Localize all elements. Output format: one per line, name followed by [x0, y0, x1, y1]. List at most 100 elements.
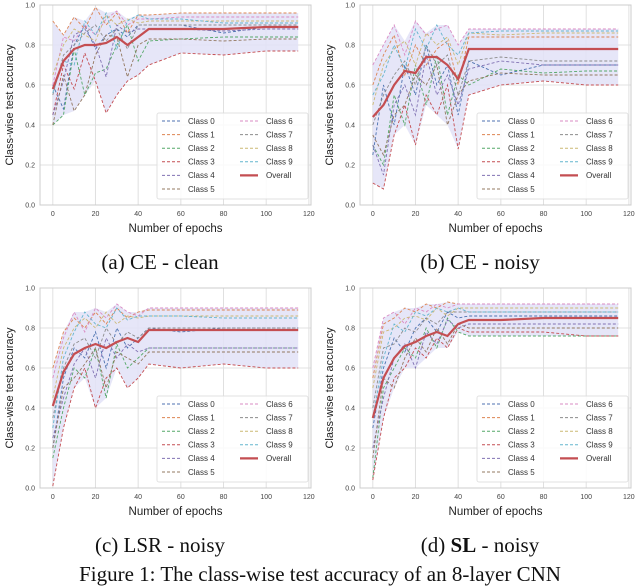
series-line-class-1 [372, 33, 619, 86]
legend-label: Class 9 [586, 158, 613, 167]
legend-label: Class 3 [188, 441, 215, 450]
series-line-class-2 [52, 23, 299, 126]
series-line-overall [371, 47, 619, 118]
series-line-class-7 [372, 311, 619, 409]
legend-label: Class 8 [586, 427, 613, 436]
series-line-class-9 [372, 23, 619, 96]
series-line-class-8 [372, 32, 619, 106]
caption-suffix: - noisy [476, 533, 540, 557]
legend-label: Class 0 [188, 117, 215, 126]
x-tick-label: 100 [580, 494, 592, 501]
axes-frame [359, 287, 632, 489]
series-line-class-8 [52, 311, 299, 399]
legend-label: Class 9 [586, 441, 613, 450]
series-line-class-0 [52, 23, 299, 111]
series-line-class-6 [372, 303, 619, 369]
x-tick-label: 100 [260, 494, 272, 501]
x-tick-label: 120 [623, 211, 635, 218]
x-tick-label: 40 [134, 494, 142, 501]
caption-bold: SL [450, 533, 477, 557]
legend-label: Class 3 [508, 158, 535, 167]
series-line-class-8 [372, 307, 619, 389]
legend-label: Class 5 [508, 185, 535, 194]
series-line-overall [51, 328, 299, 407]
legend-label: Class 5 [508, 468, 535, 477]
series-line-class-8 [52, 14, 299, 76]
series-line-class-0 [372, 311, 619, 429]
legend: Class 0 Class 1 Class 2 Class 3 Class 4 Class… [476, 112, 629, 200]
legend-label: Overall [266, 171, 292, 180]
subplot-a: 0.0 0.2 0.4 0.6 0.8 1.0 0 20 40 60 80 100 120 Class 0… [0, 0, 320, 283]
figure-caption: Figure 1: The class-wise test accuracy o… [79, 562, 561, 586]
caption-suffix: CE - clean [129, 250, 219, 274]
x-tick-label: 120 [623, 494, 635, 501]
legend-label: Class 2 [508, 427, 535, 436]
series-line-class-1 [52, 307, 299, 369]
legend-label: Class 3 [508, 441, 535, 450]
axes-frame [359, 4, 632, 206]
x-tick-label: 0 [51, 211, 55, 218]
legend-label: Overall [266, 454, 292, 463]
series-line-class-3 [372, 80, 619, 190]
legend-box [156, 395, 309, 483]
subplot-caption: (a) CE - clean [0, 250, 320, 275]
caption-prefix: (c) [94, 533, 124, 557]
x-tick-label: 60 [177, 494, 185, 501]
x-tick-label: 0 [371, 211, 375, 218]
legend-label: Class 1 [508, 130, 535, 139]
legend-label: Class 1 [508, 413, 535, 422]
legend-label: Class 0 [188, 400, 215, 409]
x-tick-label: 80 [220, 211, 228, 218]
x-tick-label: 80 [540, 494, 548, 501]
x-tick-label: 100 [260, 211, 272, 218]
x-tick-label: 120 [303, 494, 315, 501]
x-tick-label: 20 [92, 211, 100, 218]
min-max-band [52, 304, 299, 486]
y-tick-label: 0.6 [25, 366, 35, 373]
series-line-class-5 [52, 34, 299, 126]
legend-label: Class 6 [586, 117, 613, 126]
legend-label: Class 4 [188, 171, 215, 180]
chart-svg: 0.0 0.2 0.4 0.6 0.8 1.0 0 20 40 60 80 100 120 Class 0… [4, 3, 315, 236]
series-line-class-3 [52, 363, 299, 487]
series-line-class-4 [52, 24, 299, 116]
x-axis-label: Number of epochs [129, 223, 223, 235]
chart-svg: 0.0 0.2 0.4 0.6 0.8 1.0 0 20 40 60 80 100 120 Class 0… [324, 286, 635, 519]
legend-label: Class 4 [508, 171, 535, 180]
series-line-class-3 [372, 327, 619, 481]
y-tick-label: 0.2 [345, 446, 355, 453]
caption-prefix: (d) [420, 533, 451, 557]
legend-label: Overall [586, 454, 612, 463]
min-max-band [372, 302, 619, 480]
axes-frame [39, 4, 312, 206]
legend-label: Class 7 [266, 413, 293, 422]
series-line-class-2 [372, 54, 619, 167]
legend-label: Class 2 [508, 144, 535, 153]
y-tick-label: 0.4 [345, 123, 355, 130]
legend-label: Class 0 [508, 117, 535, 126]
y-axis-label: Class-wise test accuracy [324, 44, 336, 166]
x-tick-label: 60 [497, 494, 505, 501]
x-tick-label: 0 [51, 494, 55, 501]
series-line-class-4 [372, 54, 619, 176]
legend-label: Class 0 [508, 400, 535, 409]
series-line-class-1 [52, 6, 299, 36]
legend-box [156, 112, 309, 200]
x-tick-label: 80 [540, 211, 548, 218]
y-axis-label: Class-wise test accuracy [4, 44, 16, 166]
y-tick-label: 0.2 [25, 446, 35, 453]
x-tick-label: 120 [303, 211, 315, 218]
series-line-class-7 [52, 327, 299, 419]
legend-box [476, 395, 629, 483]
y-axis-label: Class-wise test accuracy [324, 327, 336, 449]
caption-prefix: (b) [420, 250, 450, 274]
legend-label: Class 6 [586, 400, 613, 409]
series-line-class-7 [372, 43, 619, 126]
series-line-class-0 [372, 44, 619, 156]
x-tick-label: 0 [371, 494, 375, 501]
subplot-c: 0.0 0.2 0.4 0.6 0.8 1.0 0 20 40 60 80 100 120 Class 0… [0, 283, 320, 566]
legend-label: Overall [586, 171, 612, 180]
series-line-class-5 [52, 346, 299, 449]
legend-label: Class 7 [586, 413, 613, 422]
subplot-caption: (d) SL - noisy [320, 533, 640, 558]
